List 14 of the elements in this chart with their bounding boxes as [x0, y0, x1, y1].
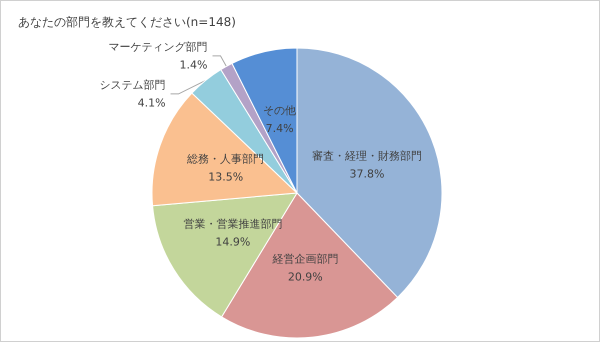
data-label: 1.4% [180, 58, 208, 72]
slice-label: 審査・経理・財務部門 [312, 149, 422, 162]
slice-label: マーケティング部門 [108, 40, 208, 54]
data-label: 14.9% [215, 235, 250, 248]
data-label: 4.1% [138, 96, 166, 110]
slice-label: 総務・人事部門 [186, 152, 264, 166]
slice-label: 経営企画部門 [271, 252, 338, 266]
slice-label: その他 [263, 104, 296, 118]
data-label: 20.9% [288, 270, 323, 284]
data-label: 37.8% [350, 167, 384, 180]
data-label: 7.4% [266, 122, 294, 136]
chart-title: あなたの部門を教えてください(n=148) [18, 15, 236, 29]
slice-label: システム部門 [100, 78, 166, 92]
data-label: 13.5% [208, 170, 244, 184]
